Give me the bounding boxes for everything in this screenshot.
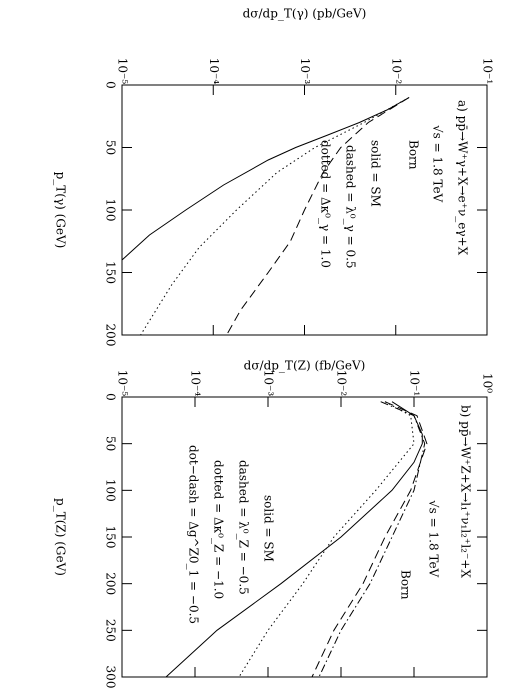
curve [311, 401, 428, 678]
x-tick-label: 100 [104, 199, 118, 222]
x-tick-label: 150 [104, 261, 118, 284]
annotation: dotted = Δκ⁰_Z = −1.0 [212, 460, 226, 599]
annotation: dashed = λ⁰_Z = −0.5 [237, 460, 251, 595]
y-tick-label: 10⁻¹ [481, 58, 495, 84]
y-tick-label: 10⁻⁵ [116, 370, 130, 397]
x-axis-title: p_T(Z) (GeV) [54, 498, 68, 576]
x-tick-label: 0 [104, 393, 118, 401]
curve [318, 401, 426, 678]
annotation: dotted = Δκ⁰_γ = 1.0 [319, 140, 333, 268]
annotation: solid = SM [262, 495, 276, 562]
annotation: b) pp̄→W⁺Z+X→l₁⁺ν₁l₂⁺l₂⁻+X [459, 405, 473, 578]
x-tick-label: 250 [104, 619, 118, 642]
x-tick-label: 50 [104, 436, 118, 451]
annotation: solid = SM [369, 140, 383, 207]
y-tick-label: 10⁻⁴ [189, 370, 203, 397]
x-tick-label: 100 [104, 479, 118, 502]
curve [121, 97, 410, 261]
x-tick-label: 0 [104, 81, 118, 89]
annotation: dot−dash = Δg^Z0_1 = −0.5 [187, 445, 201, 624]
curve [165, 401, 423, 678]
y-tick-label: 10⁰ [481, 373, 495, 393]
y-tick-label: 10⁻⁴ [207, 58, 221, 85]
y-tick-label: 10⁻¹ [408, 370, 422, 396]
x-tick-label: 200 [104, 324, 118, 347]
annotation: Born [399, 570, 413, 600]
annotation: √s = 1.8 TeV [427, 500, 441, 578]
y-axis-title: dσ/dp_T(Z) (fb/GeV) [244, 359, 366, 373]
annotation: a) pp̄→W⁺γ+X→e⁺ν_eγ+X [456, 100, 470, 256]
x-tick-label: 200 [104, 572, 118, 595]
annotation: √s = 1.8 TeV [431, 125, 445, 203]
x-tick-label: 50 [104, 140, 118, 155]
y-tick-label: 10⁻³ [262, 370, 276, 397]
y-tick-label: 10⁻³ [298, 58, 312, 85]
x-tick-label: 300 [104, 666, 118, 689]
curve [140, 97, 410, 336]
y-tick-label: 10⁻⁵ [116, 58, 130, 85]
x-axis-title: p_T(γ) (GeV) [54, 172, 68, 249]
x-tick-label: 150 [104, 526, 118, 549]
y-tick-label: 10⁻² [335, 370, 349, 397]
y-tick-label: 10⁻² [389, 58, 403, 85]
annotation: dashed = λ⁰_γ = 0.5 [344, 145, 358, 269]
annotation: Born [407, 140, 421, 170]
curve [226, 97, 410, 336]
y-axis-title: dσ/dp_T(γ) (pb/GeV) [243, 7, 367, 21]
curve [238, 401, 415, 678]
